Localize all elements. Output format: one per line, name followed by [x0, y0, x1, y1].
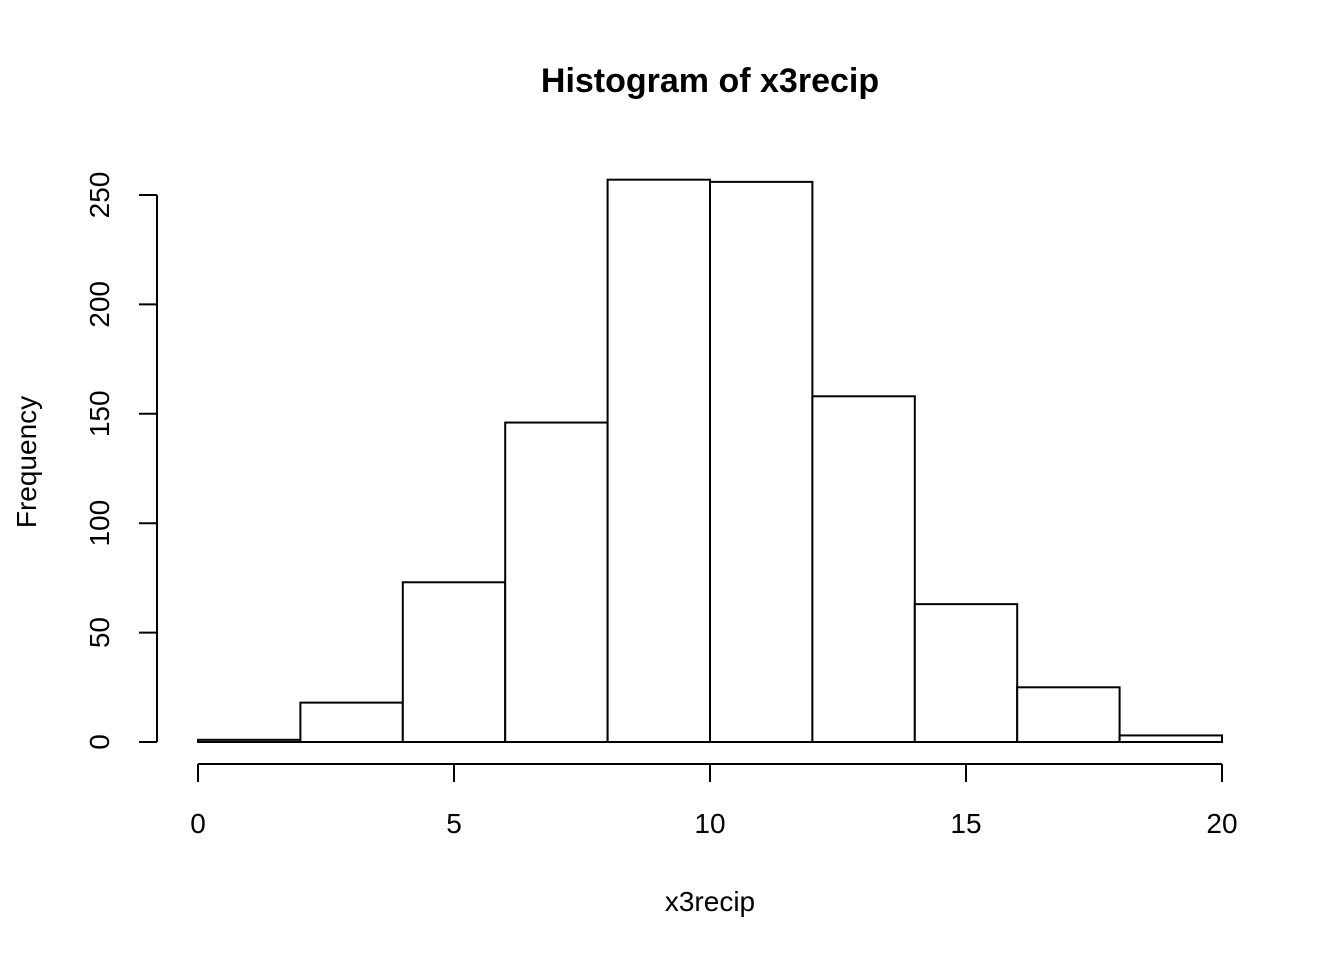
x-tick-label: 0	[190, 808, 206, 839]
x-tick-label: 5	[446, 808, 462, 839]
y-tick-label: 250	[84, 172, 115, 219]
chart-title: Histogram of x3recip	[541, 62, 879, 100]
histogram-bar	[811, 395, 916, 743]
x-tick-label: 10	[694, 808, 725, 839]
histogram-bar	[1016, 686, 1121, 743]
y-tick-label: 200	[84, 281, 115, 328]
x-axis: 0 5 10 15 20	[190, 763, 1238, 839]
histogram-bar	[709, 180, 814, 743]
histogram-bar	[1118, 734, 1223, 743]
x-tick-label: 20	[1206, 808, 1237, 839]
histogram-bar	[299, 701, 404, 744]
histogram-bar	[197, 738, 302, 744]
y-tick-label: 50	[84, 617, 115, 648]
histogram-bar	[504, 421, 609, 743]
y-tick-label: 0	[84, 734, 115, 750]
y-axis-label: Frequency	[11, 396, 42, 528]
histogram-bar	[401, 581, 507, 743]
x-axis-label: x3recip	[665, 886, 755, 917]
histogram-bar	[913, 603, 1019, 743]
y-tick-label: 150	[84, 390, 115, 437]
histogram-bar	[606, 178, 711, 743]
histogram-bars	[197, 178, 1223, 744]
y-tick-label: 100	[84, 500, 115, 547]
y-axis: 0 50 100 150 200 250	[84, 172, 158, 750]
x-tick-label: 15	[950, 808, 981, 839]
